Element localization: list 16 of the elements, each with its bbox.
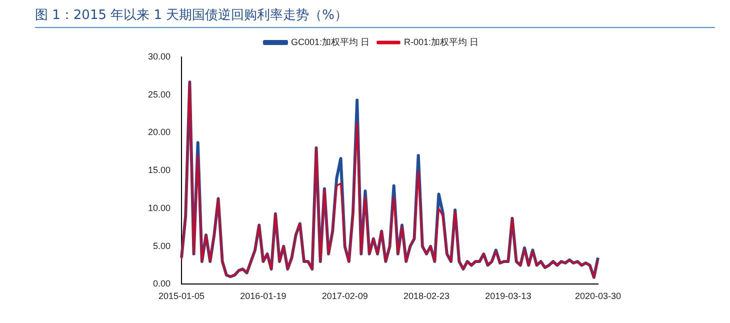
- y-tick-label: 30.00: [148, 51, 171, 62]
- y-tick-label: 0.00: [152, 278, 171, 289]
- y-tick-label: 10.00: [148, 202, 171, 213]
- x-tick-label: 2015-01-05: [158, 291, 205, 302]
- y-tick-label: 20.00: [148, 127, 171, 138]
- y-tick-label: 25.00: [148, 89, 171, 100]
- x-tick-label: 2017-02-09: [322, 291, 368, 302]
- x-tick-label: 2020-03-30: [574, 291, 622, 302]
- legend-label: GC001:加权平均 日: [290, 36, 370, 47]
- y-tick-label: 15.00: [148, 165, 171, 176]
- y-tick-label: 5.00: [152, 240, 171, 251]
- x-tick-label: 2018-02-23: [403, 291, 450, 302]
- chart-title: 图 1：2015 年以来 1 天期国债逆回购利率走势（%）: [35, 6, 715, 28]
- x-tick-label: 2016-01-19: [240, 291, 286, 302]
- legend-label: R-001:加权平均 日: [404, 36, 479, 47]
- x-tick-label: 2019-03-13: [485, 291, 532, 302]
